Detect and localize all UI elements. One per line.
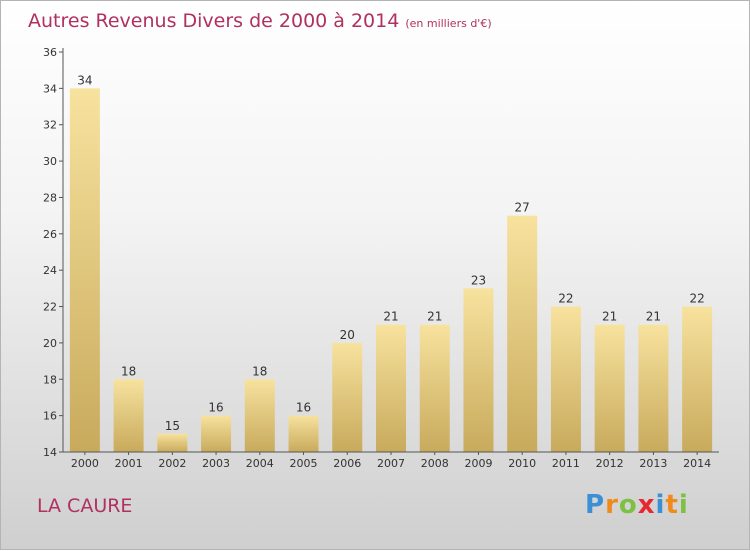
x-tick-label: 2013 [639, 457, 667, 470]
axes-group: 2000 2001 2002 2003 2004 2005 2006 2007 2008 2009… [43, 46, 719, 470]
data-label-2001: 18 [121, 364, 136, 378]
y-tick-label: 26 [43, 228, 57, 241]
y-tick-label: 34 [43, 82, 57, 95]
bar-2014 [682, 306, 713, 452]
x-tick-label: 2000 [71, 457, 99, 470]
commune-name: LA CAURE [37, 495, 133, 517]
x-tick-label: 2003 [202, 457, 230, 470]
data-label-2006: 20 [340, 328, 355, 342]
bar-2003 [201, 415, 232, 452]
logo-letter: x [637, 490, 656, 520]
y-tick-label: 22 [43, 301, 57, 314]
chart-title: Autres Revenus Divers de 2000 à 2014 (en … [28, 10, 492, 32]
x-tick-label: 2010 [508, 457, 536, 470]
data-label-2002: 15 [165, 419, 180, 433]
data-label-2007: 21 [383, 310, 398, 324]
y-tick-label: 18 [43, 373, 57, 386]
y-tick-label: 16 [43, 410, 57, 423]
x-tick-label: 2002 [158, 457, 186, 470]
data-label-2009: 23 [471, 273, 486, 287]
proxiti-logo: Proxiti [585, 490, 689, 520]
bar-2008 [419, 324, 450, 452]
logo-letter: o [618, 490, 638, 520]
bar-2007 [376, 324, 406, 452]
logo-letter: i [655, 490, 666, 520]
bar-2012 [594, 324, 625, 452]
title-unit: (en milliers d'€) [405, 17, 492, 30]
y-tick-label: 20 [43, 337, 57, 350]
data-label-2005: 16 [296, 401, 311, 415]
data-label-2013: 21 [646, 310, 661, 324]
bar-2005 [288, 415, 319, 452]
bar-2011 [550, 306, 581, 452]
x-tick-label: 2009 [464, 457, 492, 470]
x-tick-label: 2014 [683, 457, 711, 470]
data-label-2000: 34 [77, 73, 92, 87]
y-tick-label: 24 [43, 264, 57, 277]
data-label-2003: 16 [208, 401, 223, 415]
data-label-2011: 22 [558, 292, 573, 306]
x-tick-label: 2001 [115, 457, 143, 470]
logo-letter: t [665, 490, 679, 520]
data-label-2012: 21 [602, 310, 617, 324]
title-text: Autres Revenus Divers de 2000 à 2014 [28, 10, 400, 32]
x-tick-label: 2007 [377, 457, 405, 470]
bar-2004 [244, 379, 275, 452]
bar-2006 [332, 342, 363, 452]
bar-2010 [507, 215, 538, 452]
bar-2002 [157, 433, 188, 452]
bar-2009 [463, 288, 494, 452]
data-label-2004: 18 [252, 364, 267, 378]
y-tick-label: 28 [43, 191, 57, 204]
x-tick-label: 2011 [552, 457, 580, 470]
x-tick-label: 2004 [246, 457, 274, 470]
bar-2000 [69, 88, 100, 452]
x-tick-label: 2005 [290, 457, 318, 470]
data-label-2014: 22 [689, 292, 704, 306]
y-tick-label: 30 [43, 155, 57, 168]
bar-2013 [638, 324, 669, 452]
y-tick-label: 32 [43, 119, 57, 132]
logo-letter: P [585, 490, 606, 520]
data-label-2008: 21 [427, 310, 442, 324]
logo-letter: i [678, 490, 689, 520]
y-tick-label: 14 [43, 446, 57, 459]
bars-group: 34 18 15 16 18 16 20 21 21 23 27 22 21 21 22 [69, 73, 713, 452]
data-label-2010: 27 [515, 201, 530, 215]
x-tick-label: 2006 [333, 457, 361, 470]
logo-letter: r [605, 490, 619, 520]
bar-2001 [113, 379, 144, 452]
x-tick-label: 2008 [421, 457, 449, 470]
x-tick-label: 2012 [596, 457, 624, 470]
y-tick-label: 36 [43, 46, 57, 59]
